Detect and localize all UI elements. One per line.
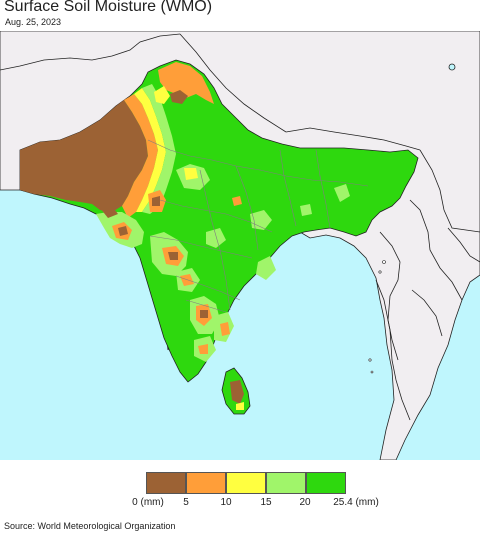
legend-label-20: 20 (299, 497, 311, 508)
islands (368, 260, 386, 374)
legend-label-5: 5 (183, 497, 189, 508)
north-brown (170, 90, 188, 104)
map-date: Aug. 25, 2023 (5, 17, 62, 27)
gujarat-brown (118, 226, 128, 236)
spot-light-1 (206, 228, 226, 248)
outer-borders (0, 33, 480, 421)
legend-color-bar (146, 472, 346, 494)
east-coast-orange (220, 322, 230, 336)
north-orange (158, 62, 214, 104)
legend-label-0: 0 (mm) (132, 497, 164, 508)
source-credit: Source: World Meteorological Organizatio… (4, 521, 176, 531)
legend-swatch-15-20 (266, 472, 306, 494)
header: Surface Soil Moisture (WMO) Aug. 25, 202… (0, 0, 480, 31)
legend: 0 (mm) 5 10 15 20 25.4 (mm) (0, 460, 480, 518)
central-yellow (184, 168, 198, 180)
south-brown (200, 310, 208, 318)
maharashtra-brown (168, 252, 178, 260)
spot-orange-1 (232, 196, 242, 206)
ne-light-2 (300, 204, 312, 216)
east-light-2 (256, 256, 276, 280)
state-borders (147, 139, 369, 313)
legend-swatch-10-15 (226, 472, 266, 494)
spot-light-2 (250, 210, 272, 230)
dry-west (20, 100, 148, 212)
tamil-orange (198, 344, 208, 354)
soil-moisture-map (0, 31, 480, 460)
light-band-west (142, 84, 176, 214)
legend-label-10: 10 (220, 497, 232, 508)
footer: Source: World Meteorological Organizatio… (0, 518, 480, 536)
north-yellow (154, 86, 170, 104)
legend-label-15: 15 (260, 497, 272, 508)
legend-swatch-5-10 (186, 472, 226, 494)
rajasthan-brown (152, 196, 160, 206)
legend-swatch-20-25 (306, 472, 346, 494)
orange-band-west (122, 94, 158, 218)
kutch-brown (100, 206, 118, 218)
sri-lanka-yellow (236, 402, 244, 410)
sri-lanka-brown (230, 380, 244, 404)
ne-light (334, 184, 350, 202)
legend-swatch-0-5 (146, 472, 186, 494)
map-title: Surface Soil Moisture (WMO) (4, 0, 213, 15)
legend-label-25: 25.4 (mm) (333, 497, 379, 508)
spot-orange-2 (180, 274, 194, 286)
yellow-band-west (134, 88, 166, 212)
